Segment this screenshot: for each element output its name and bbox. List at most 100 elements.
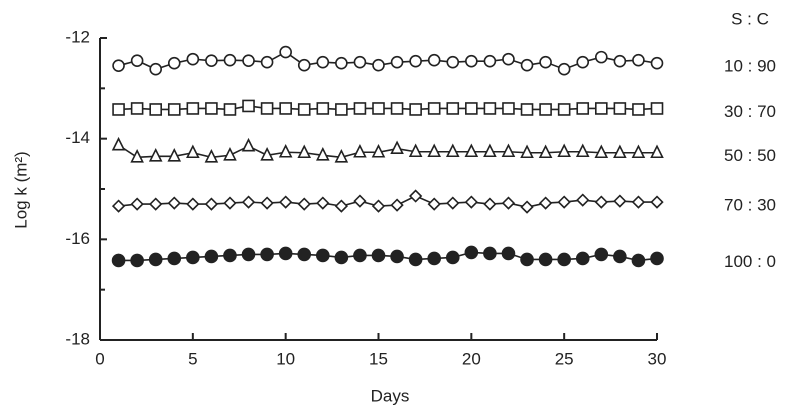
y-tick-label: -14: [65, 128, 90, 147]
point: [334, 250, 349, 265]
point: [297, 197, 311, 211]
point: [613, 144, 627, 159]
point: [427, 53, 441, 67]
point: [520, 200, 534, 214]
point: [427, 143, 441, 158]
point: [223, 53, 237, 67]
point: [539, 55, 552, 69]
point: [186, 250, 200, 265]
point: [260, 247, 274, 262]
point: [631, 144, 646, 159]
point: [167, 196, 181, 210]
point: [483, 197, 497, 211]
point: [409, 103, 422, 116]
x-tick-label: 25: [555, 349, 574, 368]
point: [520, 252, 534, 267]
series-line: [118, 51, 658, 71]
point: [594, 144, 609, 159]
point: [594, 50, 608, 64]
point: [539, 103, 552, 116]
point: [186, 102, 200, 115]
point: [279, 45, 292, 59]
point: [111, 199, 126, 213]
point: [204, 197, 219, 211]
point: [520, 103, 534, 116]
point: [594, 247, 609, 262]
y-axis-label: Log k (m²): [11, 151, 30, 228]
point: [631, 253, 646, 268]
point: [371, 199, 386, 213]
point: [111, 253, 126, 268]
point: [538, 196, 553, 210]
point: [335, 56, 348, 70]
point: [427, 102, 441, 115]
point: [241, 137, 256, 152]
point: [223, 248, 237, 263]
point: [186, 144, 200, 159]
point: [371, 248, 386, 263]
point: [149, 197, 163, 211]
point: [576, 55, 590, 69]
point: [297, 247, 312, 262]
point: [650, 102, 664, 115]
point: [613, 194, 627, 208]
point: [650, 144, 664, 159]
point: [613, 54, 627, 68]
point: [483, 102, 497, 115]
point: [501, 246, 516, 261]
point: [446, 102, 460, 115]
point: [372, 58, 385, 72]
point: [316, 102, 330, 115]
point: [483, 143, 497, 158]
point: [186, 197, 200, 211]
point: [316, 196, 330, 210]
point: [557, 252, 571, 267]
point: [557, 103, 571, 116]
point: [223, 103, 237, 116]
legend-label: 10 : 90: [724, 57, 776, 76]
point: [205, 102, 218, 115]
legend-label: 50 : 50: [724, 146, 776, 165]
point: [353, 102, 367, 115]
point: [445, 250, 460, 265]
point: [353, 143, 367, 158]
point: [557, 143, 571, 158]
point: [241, 195, 256, 209]
series-line: [118, 105, 658, 111]
point: [223, 146, 237, 161]
point: [167, 147, 182, 162]
point: [390, 55, 404, 69]
point: [316, 146, 330, 161]
point: [650, 195, 664, 209]
point: [575, 251, 590, 266]
point: [501, 196, 516, 210]
point: [260, 196, 274, 210]
point: [149, 62, 162, 76]
x-tick-label: 10: [276, 349, 295, 368]
point: [260, 102, 274, 115]
point: [297, 103, 311, 116]
point: [502, 102, 515, 115]
point: [594, 102, 608, 115]
point: [576, 102, 590, 115]
series-line: [118, 195, 657, 208]
point: [260, 146, 274, 161]
point: [483, 54, 497, 68]
point: [502, 52, 515, 66]
x-tick-label: 0: [95, 349, 104, 368]
point: [408, 252, 423, 267]
point: [446, 55, 460, 69]
point: [390, 198, 404, 212]
x-tick-label: 15: [369, 349, 388, 368]
point: [613, 249, 627, 264]
point: [204, 249, 219, 264]
point: [520, 144, 534, 159]
y-tick-label: -16: [65, 229, 90, 248]
point: [334, 199, 348, 213]
point: [557, 195, 571, 209]
point: [130, 102, 144, 115]
legend-label: 70 : 30: [724, 196, 776, 215]
point: [650, 56, 664, 70]
point: [242, 99, 255, 113]
